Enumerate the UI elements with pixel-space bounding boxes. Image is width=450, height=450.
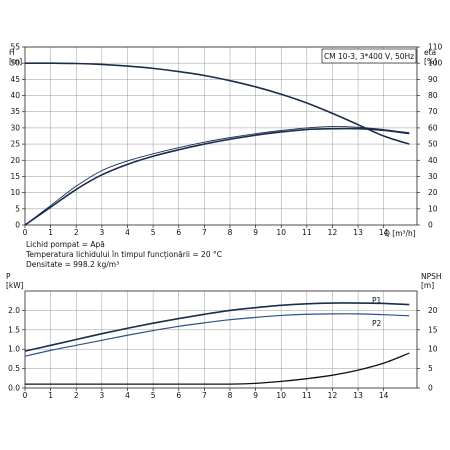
- upper-tick-labels: 0 1 2 3 4 5 6 7 8 9 10 11 12 13 1405101520253035404550…: [10, 43, 442, 238]
- y-left-tick-label: 1.5: [8, 325, 20, 334]
- y-right-tick-label: 80: [428, 91, 438, 100]
- x-tick-label: 4: [125, 228, 130, 237]
- x-tick-label: 6: [176, 228, 181, 237]
- y-left-tick-label: 0.5: [8, 364, 20, 373]
- x-tick-label: 9: [253, 391, 258, 400]
- x-tick-label: 1: [48, 228, 53, 237]
- y-left-tick-label: 30: [10, 123, 20, 132]
- upper-grid: [25, 46, 417, 225]
- series-curve-0-2: [24, 126, 410, 226]
- y-left-tick-label: 20: [10, 156, 20, 165]
- y-left-tick-label: 25: [10, 140, 20, 149]
- x-tick-label: 11: [302, 391, 312, 400]
- power-npsh-chart: 0 1 2 3 4 5 6 7 8 9 10 11 12 13 140.00.51.01.52.005101…: [6, 272, 442, 400]
- density-annotation: Densitate = 998.2 kg/m³: [26, 260, 119, 269]
- lower-series: [24, 302, 410, 385]
- x-tick-label: 3: [99, 228, 104, 237]
- y-right-tick-label: 40: [428, 156, 438, 165]
- x-tick-label: 14: [379, 391, 389, 400]
- lower-plot-frame: [24, 290, 418, 389]
- x-tick-label: 0: [23, 391, 28, 400]
- y-right-tick-label: 20: [428, 188, 438, 197]
- x-tick-label: 5: [151, 228, 156, 237]
- power-axis-label: P [kW]: [6, 272, 24, 290]
- x-tick-label: 11: [302, 228, 312, 237]
- x-tick-label: 3: [99, 391, 104, 400]
- y-right-tick-label: 10: [428, 345, 438, 354]
- y-left-tick-label: 40: [10, 91, 20, 100]
- y-right-tick-label: 60: [428, 123, 438, 132]
- head-efficiency-chart: 0 1 2 3 4 5 6 7 8 9 10 11 12 13 1405101520253035404550…: [9, 43, 443, 270]
- y-right-tick-label: 90: [428, 75, 438, 84]
- y-left-tick-label: 50: [10, 59, 20, 68]
- y-left-tick-label: 2.0: [8, 306, 20, 315]
- x-tick-label: 10: [276, 391, 286, 400]
- y-left-tick-label: 45: [10, 75, 20, 84]
- x-tick-label: 9: [253, 228, 258, 237]
- upper-series: [24, 62, 410, 226]
- x-tick-label: 14: [379, 228, 389, 237]
- chart-title-box: [321, 48, 417, 64]
- x-tick-label: 5: [151, 391, 156, 400]
- chart-title: CM 10-3, 3*400 V, 50Hz: [324, 52, 414, 61]
- npsh-axis-label: NPSH [m]: [421, 272, 442, 290]
- y-right-tick-label: 70: [428, 107, 438, 116]
- y-left-tick-label: 1.0: [8, 345, 20, 354]
- series-curve-0-1: [24, 127, 410, 226]
- y-left-tick-label: 35: [10, 107, 20, 116]
- y-right-tick-label: 15: [428, 325, 438, 334]
- fluid-annotation: Lichid pompat = Apă: [26, 240, 105, 249]
- lower-grid: [25, 291, 417, 388]
- x-tick-label: 2: [74, 228, 79, 237]
- y-left-tick-label: 0: [15, 221, 20, 230]
- head-axis-label: H [m]: [9, 48, 22, 66]
- lower-tick-labels: 0 1 2 3 4 5 6 7 8 9 10 11 12 13 140.00.51.01.52.005101…: [8, 306, 438, 400]
- y-left-tick-label: 0.0: [8, 384, 20, 393]
- flow-axis-label: Q [m³/h]: [384, 229, 416, 238]
- x-tick-label: 4: [125, 391, 130, 400]
- x-tick-label: 12: [328, 391, 338, 400]
- y-right-tick-label: 100: [428, 59, 443, 68]
- p1-series-label: P1: [372, 296, 382, 305]
- x-tick-label: 13: [353, 391, 363, 400]
- y-left-tick-label: 5: [15, 204, 20, 213]
- x-tick-label: 10: [276, 228, 286, 237]
- x-tick-label: 2: [74, 391, 79, 400]
- y-right-tick-label: 5: [428, 364, 433, 373]
- x-tick-label: 7: [202, 228, 207, 237]
- p2-series-label: P2: [372, 319, 382, 328]
- x-tick-label: 1: [48, 391, 53, 400]
- eta-axis-label: eta [%]: [424, 48, 437, 66]
- x-tick-label: 8: [228, 391, 233, 400]
- x-tick-label: 8: [228, 228, 233, 237]
- y-left-tick-label: 10: [10, 188, 20, 197]
- p1-curve: [24, 302, 410, 352]
- x-tick-label: 0: [23, 228, 28, 237]
- x-tick-label: 7: [202, 391, 207, 400]
- y-left-tick-label: 15: [10, 172, 20, 181]
- y-right-tick-label: 50: [428, 140, 438, 149]
- y-left-tick-label: 55: [10, 43, 20, 52]
- y-right-tick-label: 20: [428, 306, 438, 315]
- y-right-tick-label: 110: [428, 43, 443, 52]
- x-tick-label: 12: [328, 228, 338, 237]
- y-right-tick-label: 30: [428, 172, 438, 181]
- x-tick-label: 13: [353, 228, 363, 237]
- series-curve-0-0: [24, 62, 410, 145]
- y-right-tick-label: 0: [428, 221, 433, 230]
- y-right-tick-label: 10: [428, 204, 438, 213]
- temperature-annotation: Temperatura lichidului în timpul funcţio…: [25, 250, 222, 259]
- upper-plot-frame: [24, 46, 418, 226]
- series-curve-1-2: [25, 352, 410, 385]
- p2-curve: [24, 313, 410, 357]
- y-right-tick-label: 0: [428, 384, 433, 393]
- x-tick-label: 6: [176, 391, 181, 400]
